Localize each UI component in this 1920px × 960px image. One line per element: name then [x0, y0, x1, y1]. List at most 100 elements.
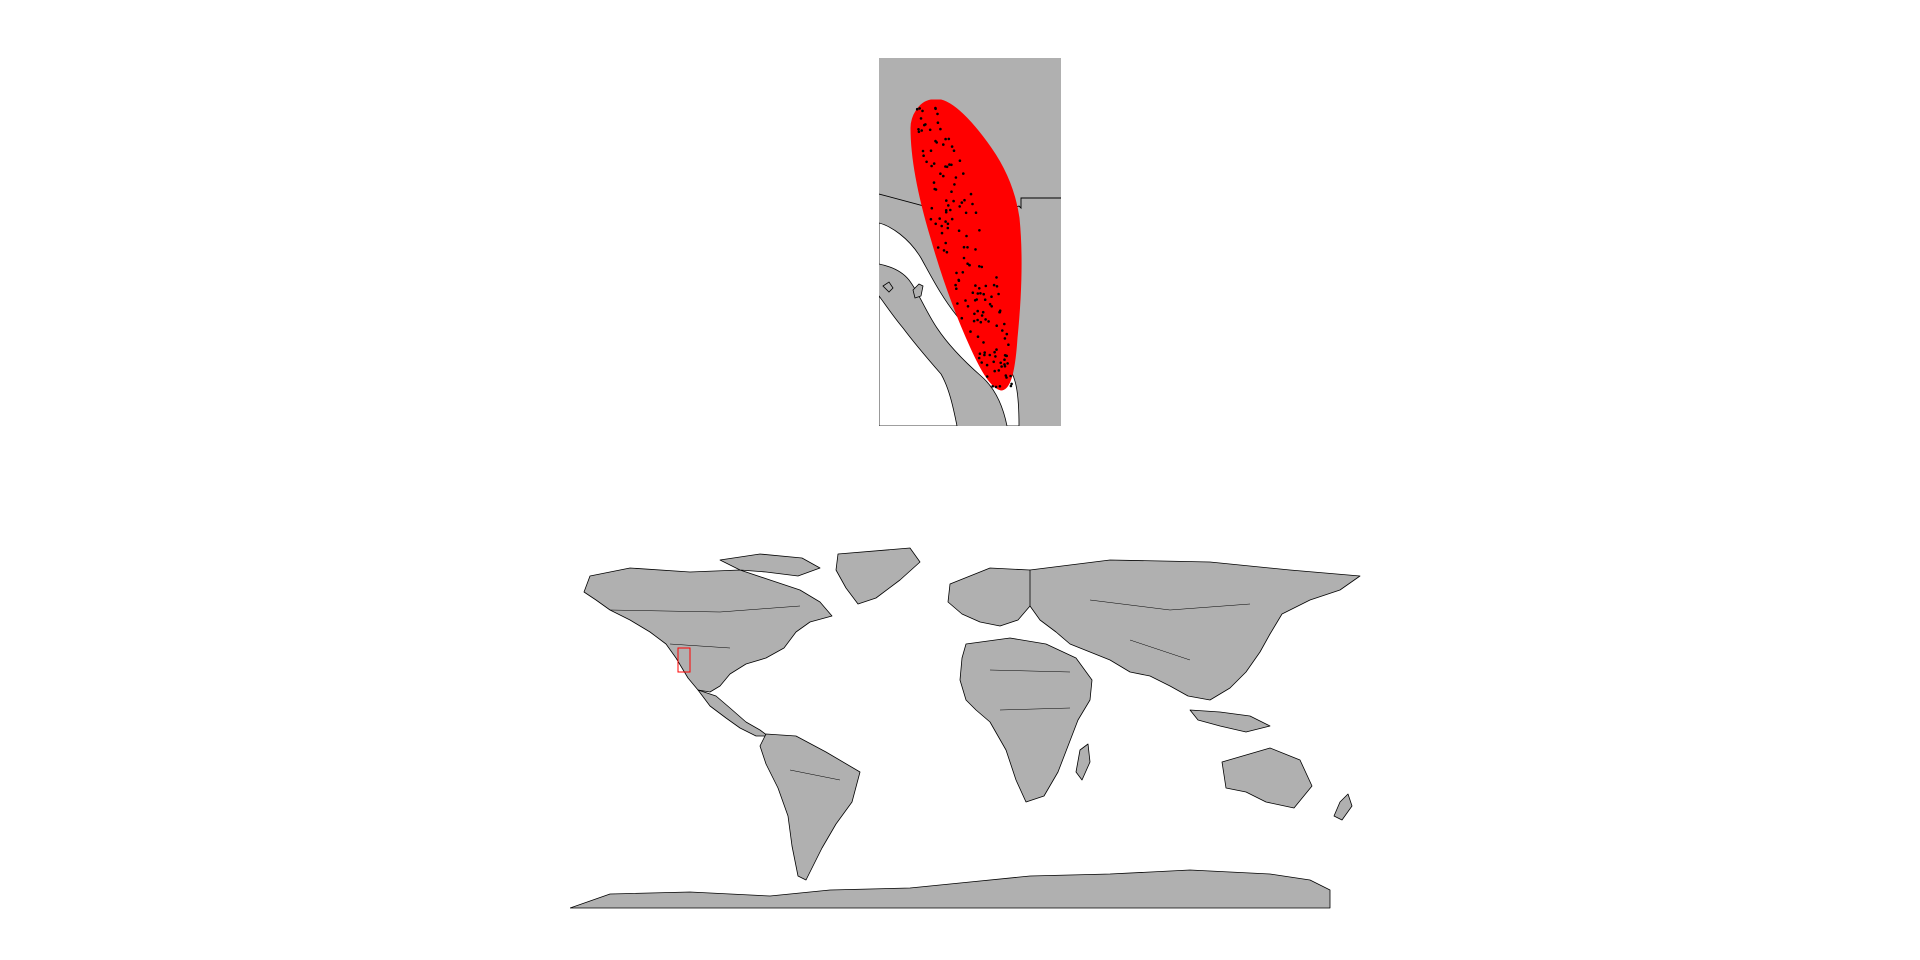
- occurrence-point: [1001, 329, 1004, 332]
- occurrence-point: [950, 217, 954, 221]
- occurrence-point: [936, 121, 940, 124]
- occurrence-point: [978, 352, 982, 356]
- occurrence-point: [982, 341, 985, 344]
- occurrence-point: [919, 117, 923, 120]
- south-america: [759, 733, 861, 881]
- madagascar: [1075, 743, 1091, 781]
- occurrence-point: [988, 353, 992, 357]
- maritime-southeast-asia: [1189, 709, 1271, 733]
- occurrence-point: [969, 330, 972, 333]
- occurrence-point: [918, 107, 921, 110]
- occurrence-point: [990, 305, 993, 308]
- occurrence-point: [942, 174, 945, 178]
- occurrence-point: [940, 224, 943, 228]
- occurrence-point: [945, 165, 949, 169]
- occurrence-point: [994, 385, 998, 389]
- occurrence-point: [994, 355, 997, 358]
- world-map-svg: [570, 547, 1361, 909]
- occurrence-point: [954, 176, 958, 179]
- occurrence-point: [950, 163, 953, 167]
- occurrence-point: [1003, 354, 1007, 357]
- occurrence-point: [1006, 362, 1009, 365]
- occurrence-point: [976, 309, 979, 313]
- occurrence-point: [944, 137, 947, 141]
- occurrence-point: [923, 123, 926, 127]
- occurrence-point: [917, 128, 920, 131]
- greenland: [835, 547, 921, 605]
- occurrence-point: [978, 287, 981, 290]
- occurrence-point: [930, 206, 934, 210]
- occurrence-point: [955, 287, 958, 290]
- occurrence-point: [983, 298, 987, 301]
- occurrence-point: [925, 160, 928, 164]
- occurrence-point: [993, 350, 996, 354]
- occurrence-point: [976, 292, 980, 295]
- occurrence-point: [971, 291, 975, 294]
- occurrence-point: [938, 217, 941, 220]
- occurrence-point: [920, 129, 923, 132]
- occurrence-point: [984, 318, 987, 321]
- occurrence-point: [984, 284, 988, 288]
- occurrence-point: [936, 112, 939, 116]
- occurrence-point: [966, 262, 969, 265]
- occurrence-point: [990, 295, 993, 298]
- occurrence-point: [978, 229, 981, 232]
- occurrence-point: [987, 320, 990, 323]
- occurrence-point: [956, 302, 959, 305]
- occurrence-point: [979, 292, 982, 295]
- occurrence-point: [1005, 332, 1009, 336]
- new-zealand: [1333, 793, 1353, 821]
- detail-map-svg: [879, 58, 1061, 426]
- occurrence-point: [1007, 343, 1010, 347]
- occurrence-point: [945, 250, 949, 254]
- europe: [947, 567, 1041, 627]
- occurrence-point: [962, 256, 966, 260]
- occurrence-point: [944, 210, 948, 214]
- occurrence-point: [995, 285, 999, 288]
- occurrence-point: [932, 181, 936, 184]
- occurrence-point: [985, 375, 989, 378]
- occurrence-point: [929, 217, 933, 221]
- island-small: [882, 281, 894, 293]
- occurrence-point: [921, 149, 925, 153]
- occurrence-point: [939, 172, 942, 175]
- occurrence-point: [952, 149, 956, 152]
- occurrence-point: [995, 276, 998, 279]
- occurrence-point: [1003, 337, 1007, 340]
- central-america: [697, 689, 769, 737]
- occurrence-point: [966, 305, 970, 308]
- occurrence-point: [947, 137, 951, 141]
- occurrence-point: [993, 369, 996, 373]
- occurrence-point: [995, 324, 998, 328]
- occurrence-point: [942, 143, 945, 146]
- occurrence-point: [1003, 358, 1006, 362]
- occurrence-point: [969, 192, 973, 196]
- occurrence-point: [942, 249, 946, 252]
- occurrence-point: [979, 320, 983, 324]
- occurrence-point: [944, 241, 947, 245]
- occurrence-points: [915, 106, 1013, 389]
- occurrence-point: [946, 222, 950, 226]
- occurrence-point: [934, 107, 937, 111]
- occurrence-point: [946, 226, 950, 230]
- occurrence-point: [972, 319, 976, 323]
- occurrence-point: [997, 292, 1000, 296]
- occurrence-point: [983, 353, 986, 357]
- occurrence-point: [934, 188, 938, 191]
- occurrence-point: [968, 263, 971, 267]
- occurrence-point: [1009, 374, 1012, 378]
- arctic-islands: [719, 553, 821, 577]
- occurrence-point: [983, 351, 986, 354]
- occurrence-point: [964, 299, 967, 302]
- occurrence-point: [960, 316, 964, 320]
- occurrence-point: [1009, 384, 1013, 388]
- occurrence-point: [971, 202, 974, 206]
- occurrence-point: [991, 385, 994, 388]
- occurrence-point: [958, 205, 961, 208]
- occurrence-point: [953, 183, 956, 186]
- occurrence-point: [922, 154, 925, 157]
- occurrence-point: [929, 149, 933, 152]
- north-america: [583, 567, 833, 693]
- detail-map-panel: [879, 58, 1061, 426]
- occurrence-point: [917, 130, 921, 134]
